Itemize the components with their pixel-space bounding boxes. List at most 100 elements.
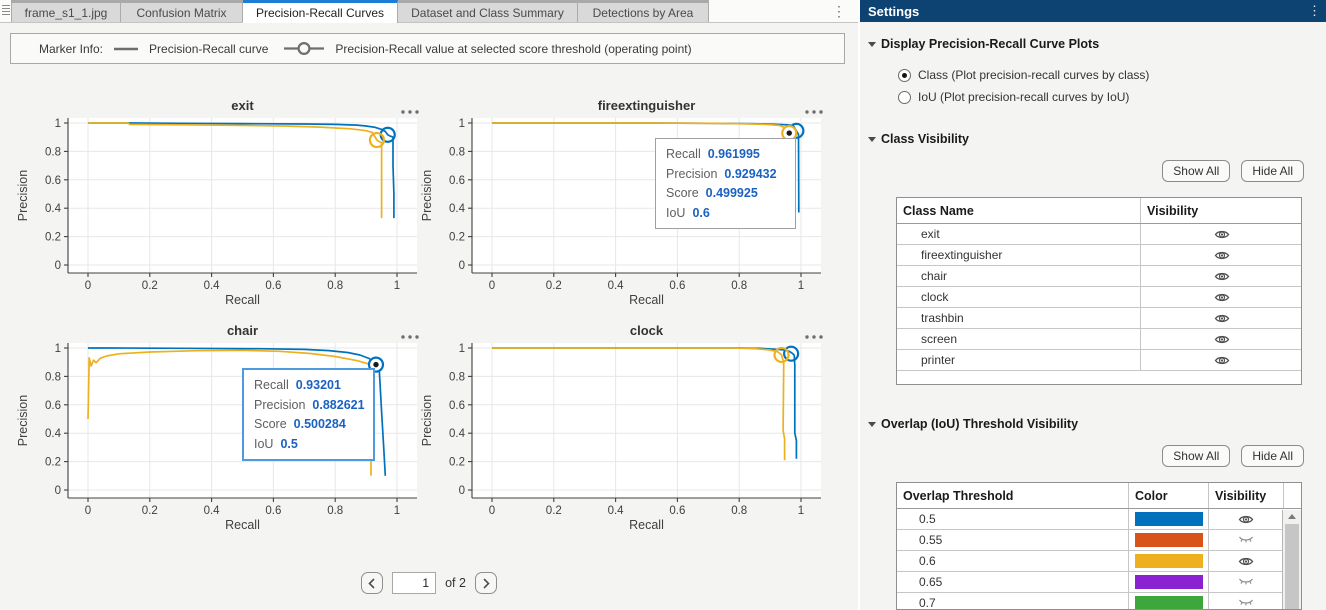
pr-curve-iou-0-5	[88, 347, 387, 476]
visibility-toggle-trashbin[interactable]	[1214, 313, 1230, 324]
radio-option-iou[interactable]: IoU (Plot precision-recall curves by IoU…	[898, 90, 1129, 104]
settings-title: Settings	[868, 3, 920, 19]
tab-overflow-menu-button[interactable]: ⋮	[832, 3, 846, 19]
svg-text:1: 1	[394, 505, 400, 517]
table-row: 0.6	[897, 551, 1301, 572]
datatip-label: Score	[254, 417, 287, 431]
operating-point-marker-iou-0-5[interactable]	[783, 345, 800, 362]
datatip-value: 0.5	[280, 436, 298, 451]
visibility-toggle-iou-0-6[interactable]	[1238, 556, 1254, 567]
visibility-toggle-screen[interactable]	[1214, 334, 1230, 345]
table-row: 0.7	[897, 593, 1301, 609]
tab-dataset-and-class-summary[interactable]: Dataset and Class Summary	[398, 0, 578, 22]
color-cell	[1128, 572, 1208, 592]
plot-panel-chair: chair 0 0.2 0.4 0.6 0.8 1 0 0.2 0.4 0.6 0.8 1 Recall P…	[10, 320, 430, 535]
color-cell	[1128, 509, 1208, 529]
visibility-toggle-printer[interactable]	[1214, 355, 1230, 366]
visibility-toggle-iou-0-5[interactable]	[1238, 514, 1254, 525]
visibility-cell	[1208, 572, 1283, 592]
radio-option-class[interactable]: Class (Plot precision-recall curves by c…	[898, 68, 1149, 82]
datatip-value: 0.882621	[312, 397, 365, 412]
visibility-toggle-clock[interactable]	[1214, 292, 1230, 303]
visibility-toggle-iou-0-7[interactable]	[1238, 598, 1254, 608]
column-header-visibility: Visibility	[1140, 198, 1301, 223]
section-class-visibility[interactable]: Class Visibility	[868, 132, 969, 146]
scrollbar-thumb[interactable]	[1285, 524, 1299, 609]
radio-label: IoU (Plot precision-recall curves by IoU…	[918, 90, 1130, 104]
column-header-color: Color	[1128, 483, 1208, 508]
threshold-cell: 0.6	[919, 554, 936, 568]
iou-show-all-button[interactable]: Show All	[1162, 445, 1231, 467]
plot-options-menu-icon[interactable]	[400, 102, 420, 120]
plot-options-menu-icon[interactable]	[804, 327, 824, 345]
table-row: 0.5	[897, 509, 1301, 530]
svg-text:Precision: Precision	[420, 395, 434, 446]
operating-point-marker-iou-0-6[interactable]	[773, 346, 790, 364]
svg-text:1: 1	[394, 280, 400, 292]
visibility-toggle-iou-0-55[interactable]	[1238, 535, 1254, 545]
class-show-all-button[interactable]: Show All	[1162, 160, 1231, 182]
class-visibility-actions: Show All Hide All	[1162, 160, 1304, 182]
datatip-row: Recall 0.961995	[666, 145, 785, 165]
eye-open-icon	[1238, 557, 1254, 565]
datatip-row: IoU 0.6	[666, 204, 785, 224]
svg-text:0.8: 0.8	[327, 280, 343, 292]
pr-curve-iou-0-5	[88, 122, 395, 219]
plot-panel-fireextinguisher: fireextinguisher 0 0.2 0.4 0.6 0.8 1 0 0.2 0.4 0.6…	[414, 95, 834, 310]
visibility-cell	[1140, 266, 1301, 286]
svg-text:0.6: 0.6	[449, 175, 465, 187]
previous-page-button[interactable]	[361, 572, 384, 594]
svg-text:0.8: 0.8	[45, 371, 61, 383]
table-row: chair	[897, 266, 1301, 287]
page-count-label: of 2	[445, 576, 466, 590]
visibility-toggle-chair[interactable]	[1214, 271, 1230, 282]
tab-confusion-matrix[interactable]: Confusion Matrix	[121, 0, 243, 22]
svg-text:0: 0	[85, 505, 91, 517]
svg-text:0.4: 0.4	[204, 280, 221, 292]
tab-precision-recall-curves[interactable]: Precision-Recall Curves	[243, 0, 398, 23]
section-display-pr-plots[interactable]: Display Precision-Recall Curve Plots	[868, 37, 1099, 51]
class-name-cell: printer	[921, 353, 956, 367]
tab-frame-s1-1-jpg[interactable]: frame_s1_1.jpg	[11, 0, 121, 22]
table-row: exit	[897, 224, 1301, 245]
class-hide-all-button[interactable]: Hide All	[1241, 160, 1304, 182]
settings-menu-button[interactable]: ⋮	[1308, 0, 1321, 22]
class-name-cell: fireextinguisher	[921, 248, 1003, 262]
figure-area: frame_s1_1.jpg Confusion Matrix Precision-…	[0, 0, 858, 594]
svg-text:0.4: 0.4	[45, 203, 62, 215]
plot-options-menu-icon[interactable]	[400, 327, 420, 345]
plot-options-menu-icon[interactable]	[804, 102, 824, 120]
svg-text:0.6: 0.6	[265, 280, 281, 292]
scroll-up-button[interactable]	[1283, 510, 1301, 523]
iou-hide-all-button[interactable]: Hide All	[1241, 445, 1304, 467]
svg-text:Precision: Precision	[16, 395, 30, 446]
iou-visibility-table: Overlap Threshold Color Visibility 0.5 0.55 0…	[896, 482, 1302, 610]
datatip-row: Score 0.500284	[254, 415, 363, 435]
selected-point-dot	[786, 130, 792, 136]
section-iou-visibility[interactable]: Overlap (IoU) Threshold Visibility	[868, 417, 1078, 431]
svg-text:0.8: 0.8	[731, 505, 747, 517]
eye-open-icon	[1214, 293, 1229, 301]
datatip-fireextinguisher: Recall 0.961995 Precision 0.929432 Score 0.49…	[655, 138, 796, 229]
settings-panel: Settings ⋮ Display Precision-Recall Curv…	[858, 0, 1326, 610]
datatip-label: IoU	[666, 205, 686, 220]
next-page-button[interactable]	[474, 572, 497, 594]
visibility-toggle-exit[interactable]	[1214, 229, 1230, 240]
class-name-cell: chair	[921, 269, 948, 283]
datatip-row: Score 0.499925	[666, 184, 785, 204]
visibility-toggle-iou-0-65[interactable]	[1238, 577, 1254, 587]
svg-text:Recall: Recall	[225, 293, 260, 307]
radio-circle-icon	[898, 90, 911, 104]
visibility-toggle-fireextinguisher[interactable]	[1214, 250, 1230, 261]
page-number-input[interactable]	[392, 572, 437, 594]
table-scrollbar[interactable]	[1282, 510, 1301, 609]
operating-point-marker-iou-0-6[interactable]	[368, 131, 386, 149]
plot-panel-clock: clock 0 0.2 0.4 0.6 0.8 1 0 0.2 0.4 0.6 0.8 1 Recall P…	[414, 320, 834, 535]
scroll-up-arrow-icon	[1288, 514, 1296, 519]
svg-text:1: 1	[55, 118, 61, 130]
iou-visibility-actions: Show All Hide All	[1162, 445, 1304, 467]
color-swatch	[1134, 533, 1203, 547]
threshold-cell: 0.55	[919, 533, 943, 547]
drag-grip-icon[interactable]	[0, 0, 11, 22]
tab-detections-by-area[interactable]: Detections by Area	[578, 0, 709, 22]
